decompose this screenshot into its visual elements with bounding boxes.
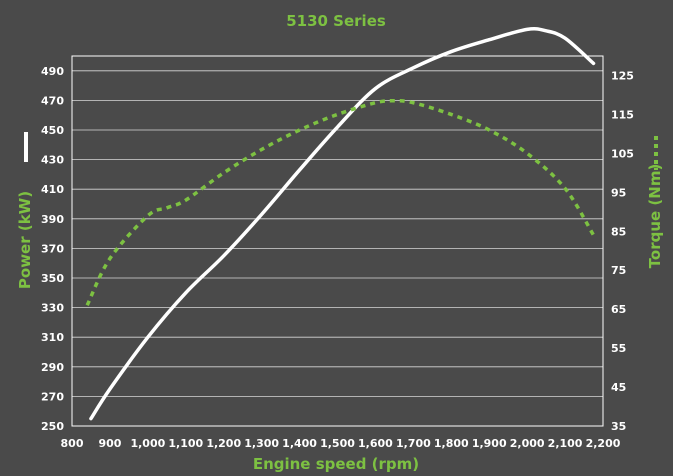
y-left-tick-label: 290 — [41, 361, 64, 374]
x-tick-label: 1,500 — [320, 437, 355, 450]
y-left-tick-label: 490 — [41, 65, 64, 78]
y-right-tick-label: 105 — [611, 147, 634, 160]
series-layer — [85, 27, 596, 421]
y-left-ticks: 250 270 290 310 330 350 370 390 410 430 450 470 490 — [41, 65, 64, 433]
y-left-tick-label: 410 — [41, 183, 64, 196]
y-left-tick-label: 250 — [41, 420, 64, 433]
x-tick-label: 1,000 — [130, 437, 165, 450]
y-right-tick-label: 115 — [611, 108, 634, 121]
plot-frame — [71, 55, 604, 427]
y-left-tick-label: 430 — [41, 154, 64, 167]
x-tick-label: 1,100 — [168, 437, 203, 450]
y-left-tick-label: 390 — [41, 213, 64, 226]
x-ticks: 800 900 1,000 1,100 1,200 1,300 1,400 1,500 1,60… — [61, 437, 621, 450]
y-left-tick-label: 350 — [41, 272, 64, 285]
x-tick-label: 800 — [61, 437, 84, 450]
x-tick-label: 1,900 — [472, 437, 507, 450]
x-tick-label: 1,200 — [206, 437, 241, 450]
chart-title: 5130 Series — [286, 12, 386, 30]
y-left-tick-label: 330 — [41, 302, 64, 315]
y-left-tick-label: 310 — [41, 331, 64, 344]
y-right-tick-label: 75 — [611, 264, 626, 277]
x-tick-label: 900 — [98, 437, 121, 450]
y-right-tick-label: 35 — [611, 420, 626, 433]
x-tick-label: 1,700 — [396, 437, 431, 450]
x-tick-label: 1,400 — [282, 437, 317, 450]
x-tick-label: 1,800 — [434, 437, 469, 450]
y-left-tick-label: 470 — [41, 94, 64, 107]
y-left-tick-label: 370 — [41, 242, 64, 255]
y-right-tick-label: 65 — [611, 303, 626, 316]
y-right-tick-label: 85 — [611, 225, 626, 238]
y-left-tick-label: 270 — [41, 390, 64, 403]
y-left-tick-label: 450 — [41, 124, 64, 137]
x-tick-label: 2,000 — [510, 437, 545, 450]
y-right-ticks: 35 45 55 65 75 85 95 105 115 125 — [611, 69, 634, 433]
power-line — [89, 27, 596, 421]
x-axis-title: Engine speed (rpm) — [253, 455, 419, 473]
torque-line — [85, 99, 596, 307]
y-right-tick-label: 55 — [611, 342, 626, 355]
x-tick-label: 1,600 — [358, 437, 393, 450]
right-axis-title: Torque (Nm) — [646, 164, 664, 269]
x-tick-label: 2,100 — [548, 437, 583, 450]
x-tick-label: 1,300 — [244, 437, 279, 450]
y-right-tick-label: 95 — [611, 186, 626, 199]
left-axis-title: Power (kW) — [16, 191, 34, 289]
grid — [72, 70, 603, 427]
y-right-tick-label: 45 — [611, 381, 626, 394]
y-right-tick-label: 125 — [611, 69, 634, 82]
x-tick-label: 2,200 — [586, 437, 621, 450]
